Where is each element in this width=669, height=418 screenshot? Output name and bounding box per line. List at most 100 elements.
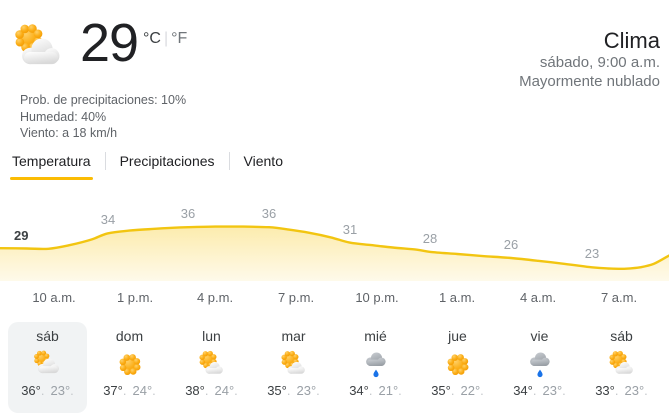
forecast-day-temps: 33°. 23°. bbox=[595, 383, 648, 398]
tab-divider bbox=[104, 152, 106, 170]
low-temp: 23° bbox=[296, 383, 317, 398]
datetime-label: sábado, 9:00 a.m. bbox=[539, 54, 660, 71]
forecast-day-name: sáb bbox=[610, 328, 633, 344]
partly-cloudy-icon bbox=[280, 350, 305, 374]
value-label: 31 bbox=[343, 222, 357, 237]
value-label: 36 bbox=[262, 206, 276, 221]
forecast-day-temps: 37°. 24°. bbox=[103, 383, 156, 398]
celsius-toggle[interactable]: °C bbox=[143, 30, 161, 47]
low-temp: 24° bbox=[214, 383, 235, 398]
tab-label: Temperatura bbox=[12, 153, 91, 169]
value-label: 28 bbox=[423, 231, 437, 246]
high-temp: 35° bbox=[431, 383, 451, 398]
low-temp: 21° bbox=[378, 383, 399, 398]
forecast-day-temps: 36°. 23°. bbox=[21, 383, 74, 398]
forecast-day-name: vie bbox=[530, 328, 549, 344]
high-temp: 35° bbox=[267, 383, 287, 398]
forecast-day-card-7[interactable]: sáb 33°. 23°. bbox=[582, 322, 661, 413]
forecast-day-card-1[interactable]: dom 37°. 24°. bbox=[90, 322, 169, 413]
high-temp: 38° bbox=[185, 383, 205, 398]
forecast-day-icon bbox=[112, 346, 148, 382]
high-temp: 36° bbox=[21, 383, 41, 398]
chart-tabs: Temperatura Precipitaciones Viento bbox=[10, 150, 285, 180]
widget-title: Clima bbox=[603, 28, 660, 53]
sunny-icon bbox=[447, 354, 468, 376]
condition-label: Mayormente nublado bbox=[519, 73, 660, 90]
value-label: 36 bbox=[181, 206, 195, 221]
low-temp: 23° bbox=[542, 383, 563, 398]
time-tick: 7 p.m. bbox=[278, 290, 314, 305]
fahrenheit-toggle[interactable]: °F bbox=[171, 30, 188, 47]
low-temp: 22° bbox=[460, 383, 481, 398]
tab-viento[interactable]: Viento bbox=[242, 150, 285, 180]
forecast-day-name: dom bbox=[115, 328, 144, 344]
daily-forecast-strip: sáb 36°. 23°. dom bbox=[8, 322, 661, 413]
value-label: 34 bbox=[101, 212, 115, 227]
time-tick: 10 p.m. bbox=[355, 290, 398, 305]
forecast-day-card-0[interactable]: sáb 36°. 23°. bbox=[8, 322, 87, 413]
time-tick: 10 a.m. bbox=[32, 290, 75, 305]
high-temp: 33° bbox=[595, 383, 615, 398]
forecast-day-temps: 35°. 23°. bbox=[267, 383, 320, 398]
header-meta: Clima sábado, 9:00 a.m. Mayormente nubla… bbox=[519, 29, 660, 91]
low-temp: 23° bbox=[50, 383, 71, 398]
temperature-curve bbox=[0, 225, 669, 271]
forecast-day-name: mar bbox=[281, 328, 306, 344]
forecast-day-temps: 34°. 21°. bbox=[349, 383, 402, 398]
forecast-day-icon bbox=[604, 346, 640, 382]
low-temp: 23° bbox=[624, 383, 645, 398]
current-temperature: 29 bbox=[80, 13, 139, 73]
forecast-day-temps: 38°. 24°. bbox=[185, 383, 238, 398]
high-temp: 37° bbox=[103, 383, 123, 398]
forecast-day-card-2[interactable]: lun 38°. 24°. bbox=[172, 322, 251, 413]
weather-stat: Viento: a 18 km/h bbox=[20, 126, 118, 140]
value-label: 23 bbox=[585, 246, 599, 261]
forecast-day-icon bbox=[358, 346, 394, 382]
unit-toggle: °C | °F bbox=[143, 30, 187, 48]
tab-divider bbox=[228, 152, 230, 170]
forecast-day-card-6[interactable]: vie 34°. 23°. bbox=[500, 322, 579, 413]
forecast-day-name: mié bbox=[364, 328, 387, 344]
forecast-day-temps: 34°. 23°. bbox=[513, 383, 566, 398]
high-temp: 34° bbox=[513, 383, 533, 398]
temperature-chart[interactable]: 29 34 36 36 31 28 26 23 10 a.m. 1 p.m. 4 p.m. 7 p.m… bbox=[0, 185, 669, 312]
low-temp: 24° bbox=[132, 383, 153, 398]
high-temp: 34° bbox=[349, 383, 369, 398]
forecast-day-name: jue bbox=[448, 328, 467, 344]
active-tab-underline bbox=[10, 177, 93, 180]
weather-stat: Humedad: 40% bbox=[20, 109, 107, 124]
time-tick: 4 p.m. bbox=[197, 290, 233, 305]
tab-precipitaciones[interactable]: Precipitaciones bbox=[118, 150, 217, 180]
forecast-day-card-4[interactable]: mié 34°. 21°. bbox=[336, 322, 415, 413]
forecast-day-icon bbox=[276, 346, 312, 382]
time-tick: 4 a.m. bbox=[520, 290, 556, 305]
partly-cloudy-icon bbox=[198, 350, 223, 374]
forecast-day-name: lun bbox=[202, 328, 221, 344]
value-label: 26 bbox=[504, 237, 518, 252]
tab-temperatura[interactable]: Temperatura bbox=[10, 150, 93, 180]
forecast-day-temps: 35°. 22°. bbox=[431, 383, 484, 398]
weather-stat: Prob. de precipitaciones: 10% bbox=[20, 93, 187, 107]
time-tick: 7 a.m. bbox=[601, 290, 637, 305]
forecast-day-icon bbox=[522, 346, 558, 382]
forecast-day-icon bbox=[194, 346, 230, 382]
mostly-cloudy-icon bbox=[33, 350, 59, 374]
tab-label: Precipitaciones bbox=[119, 153, 215, 169]
time-tick: 1 p.m. bbox=[117, 290, 153, 305]
value-label: 29 bbox=[14, 228, 28, 243]
forecast-day-icon bbox=[30, 346, 66, 382]
forecast-day-card-3[interactable]: mar 35°. 23°. bbox=[254, 322, 333, 413]
rain-icon bbox=[529, 352, 550, 378]
current-condition-icon bbox=[8, 16, 72, 80]
sunny-icon bbox=[119, 354, 140, 376]
rain-icon bbox=[365, 352, 386, 378]
forecast-day-card-5[interactable]: jue 35°. 22°. bbox=[418, 322, 497, 413]
time-tick: 1 a.m. bbox=[439, 290, 475, 305]
weather-stats: Prob. de precipitaciones: 10% Humedad: 4… bbox=[20, 92, 186, 142]
forecast-day-icon bbox=[440, 346, 476, 382]
unit-divider: | bbox=[163, 30, 169, 47]
partly-cloudy-icon bbox=[608, 350, 633, 374]
mostly-cloudy-icon bbox=[15, 24, 60, 65]
temperature-area bbox=[0, 226, 669, 281]
